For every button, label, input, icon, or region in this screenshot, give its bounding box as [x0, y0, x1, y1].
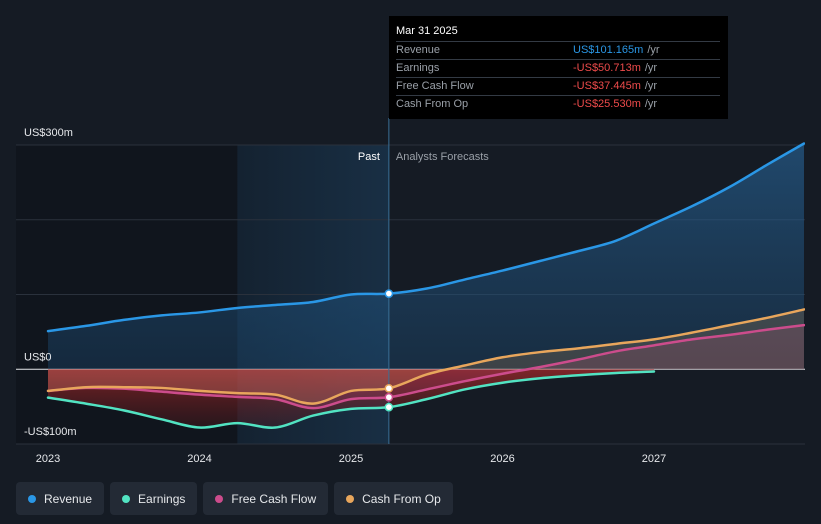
data-tooltip: Mar 31 2025 Revenue US$101.165m /yr Earn… [389, 16, 728, 119]
marker-earnings [384, 402, 394, 412]
tooltip-value: -US$50.713m [573, 62, 641, 74]
marker-cash-from-op [384, 383, 394, 393]
y-tick-label: -US$100m [24, 426, 77, 438]
x-tick-label: 2024 [187, 453, 211, 465]
line-free-cash-flow [46, 323, 805, 410]
y-tick-label: US$0 [24, 351, 52, 363]
area-revenue [48, 143, 804, 370]
legend-item-revenue[interactable]: Revenue [16, 482, 105, 515]
legend-dot-icon [215, 494, 224, 503]
series-lines [46, 142, 805, 429]
marker-revenue [384, 289, 394, 298]
area-cash-from-op [48, 309, 804, 404]
y-tick-label: US$300m [24, 127, 73, 139]
tooltip-row-free-cash-flow: Free Cash Flow -US$37.445m /yr [396, 77, 720, 95]
series-markers [384, 289, 394, 412]
legend-label: Free Cash Flow [231, 491, 317, 506]
tooltip-unit: /yr [644, 80, 658, 92]
x-tick-label: 2026 [490, 453, 514, 465]
tooltip-unit: /yr [644, 62, 658, 74]
legend-item-free-cash-flow[interactable]: Free Cash Flow [203, 482, 329, 515]
legend-dot-icon [346, 494, 355, 503]
line-cash-from-op [46, 308, 805, 405]
legend-dot-icon [28, 494, 36, 503]
tooltip-label: Free Cash Flow [396, 80, 474, 92]
tooltip-label: Earnings [396, 62, 440, 74]
tooltip-label: Cash From Op [396, 98, 469, 110]
tooltip-unit: /yr [647, 44, 660, 56]
financial-chart: Past Analysts Forecasts US$300m US$0 -US$1… [16, 118, 805, 465]
tooltip-value: -US$37.445m [573, 80, 641, 92]
legend-label: Revenue [44, 491, 93, 506]
x-tick-label: 2027 [642, 453, 666, 465]
line-earnings [46, 370, 656, 429]
y-axis-ticks: US$300m US$0 -US$100m [24, 127, 77, 438]
legend-label: Earnings [138, 491, 186, 506]
tooltip-value: -US$25.530m [573, 98, 641, 110]
x-axis-ticks: 2023 2024 2025 2026 2027 [36, 453, 666, 465]
legend-item-earnings[interactable]: Earnings [110, 482, 198, 515]
tooltip-value: US$101.165m [573, 44, 644, 56]
tooltip-unit: /yr [644, 98, 658, 110]
chart-legend: Revenue Earnings Free Cash Flow Cash Fro… [16, 482, 453, 515]
tooltip-row-earnings: Earnings -US$50.713m /yr [396, 59, 720, 77]
tooltip-row-cash-from-op: Cash From Op -US$25.530m /yr [396, 95, 720, 113]
line-revenue [46, 142, 805, 333]
x-tick-label: 2025 [339, 453, 363, 465]
tooltip-date: Mar 31 2025 [396, 25, 458, 37]
marker-free-cash-flow [384, 392, 394, 402]
legend-item-cash-from-op[interactable]: Cash From Op [334, 482, 453, 515]
tooltip-row-revenue: Revenue US$101.165m /yr [396, 41, 720, 59]
past-label: Past [358, 151, 380, 163]
area-free-cash-flow [48, 325, 804, 409]
x-tick-label: 2023 [36, 453, 60, 465]
forecast-label: Analysts Forecasts [396, 151, 489, 163]
legend-label: Cash From Op [362, 491, 441, 506]
tooltip-label: Revenue [396, 44, 441, 56]
legend-dot-icon [122, 494, 131, 503]
